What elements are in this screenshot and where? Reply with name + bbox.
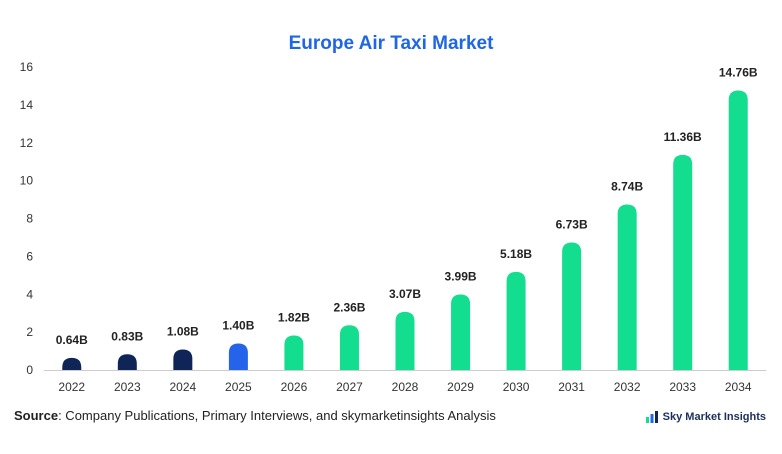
x-tick-label: 2024 xyxy=(169,380,196,394)
brand-name: Sky Market Insights xyxy=(662,411,766,423)
y-tick-label: 10 xyxy=(20,174,34,188)
brand: Sky Market Insights xyxy=(645,410,766,424)
y-tick-label: 8 xyxy=(26,212,33,226)
bar xyxy=(451,294,471,370)
data-label: 8.74B xyxy=(611,179,643,193)
chart-title: Europe Air Taxi Market xyxy=(288,33,494,54)
x-tick-label: 2022 xyxy=(58,380,85,394)
data-label: 11.36B xyxy=(664,130,702,144)
data-label: 14.76B xyxy=(719,65,758,79)
x-tick-label: 2033 xyxy=(669,380,696,394)
bar xyxy=(173,349,193,370)
sky-market-logo-icon xyxy=(645,411,658,423)
bar xyxy=(395,311,415,370)
data-label: 5.18B xyxy=(500,247,532,261)
x-tick-label: 2031 xyxy=(558,380,585,394)
bar-chart: 0 2 4 6 8 10 12 14 16 0.64B 2022 0.83B 2023 1.08B 2024… xyxy=(20,60,766,394)
bar xyxy=(62,357,82,370)
bar xyxy=(228,343,248,370)
bar xyxy=(339,325,359,370)
x-tick-label: 2027 xyxy=(336,380,363,394)
data-label: 2.36B xyxy=(333,300,365,314)
x-tick-label: 2034 xyxy=(725,380,752,394)
x-tick-label: 2028 xyxy=(392,380,419,394)
data-label: 3.07B xyxy=(389,287,421,301)
data-label: 3.99B xyxy=(445,269,477,283)
y-tick-label: 4 xyxy=(26,287,33,301)
y-tick-label: 6 xyxy=(26,249,33,263)
x-tick-label: 2032 xyxy=(614,380,641,394)
x-tick-label: 2029 xyxy=(447,380,474,394)
source-label: Source xyxy=(14,408,59,423)
bar xyxy=(673,154,693,370)
data-label: 0.64B xyxy=(56,333,88,347)
data-label: 6.73B xyxy=(556,218,588,232)
y-tick-label: 14 xyxy=(20,98,34,112)
source-note: Source: Company Publications, Primary In… xyxy=(14,408,496,423)
y-tick-label: 0 xyxy=(26,363,33,377)
data-label: 1.82B xyxy=(278,311,310,325)
source-text: : Company Publications, Primary Intervie… xyxy=(58,408,496,423)
bar xyxy=(617,204,637,370)
y-tick-label: 12 xyxy=(20,136,34,150)
x-tick-label: 2030 xyxy=(503,380,530,394)
data-label: 1.08B xyxy=(167,325,199,339)
x-tick-label: 2023 xyxy=(114,380,141,394)
y-tick-label: 2 xyxy=(26,325,33,339)
x-tick-label: 2025 xyxy=(225,380,252,394)
bar xyxy=(506,271,526,370)
bar xyxy=(117,354,137,370)
bar xyxy=(284,335,304,370)
data-label: 0.83B xyxy=(111,329,143,343)
y-tick-label: 16 xyxy=(20,60,34,74)
x-tick-label: 2026 xyxy=(281,380,308,394)
data-label: 1.40B xyxy=(222,318,254,332)
bar xyxy=(562,242,582,370)
bar xyxy=(728,90,748,371)
